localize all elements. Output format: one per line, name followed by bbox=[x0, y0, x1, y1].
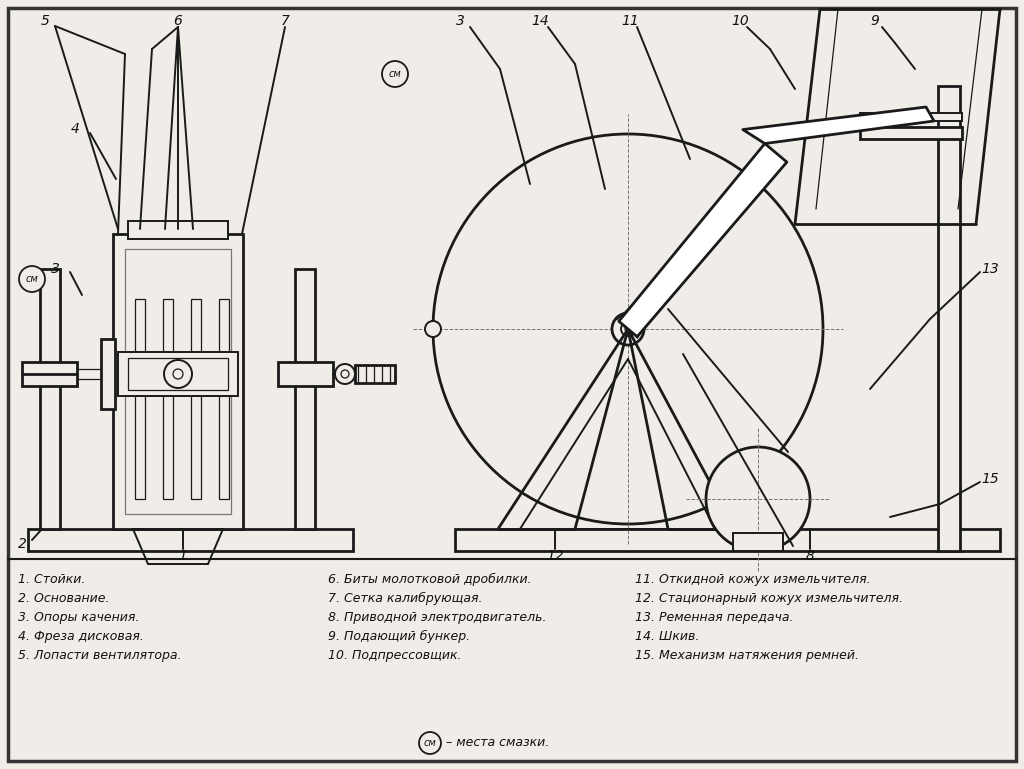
Bar bbox=[219, 299, 229, 499]
Text: 3: 3 bbox=[50, 262, 59, 276]
Circle shape bbox=[335, 364, 355, 384]
Circle shape bbox=[706, 447, 810, 551]
Text: 3: 3 bbox=[456, 14, 465, 28]
Bar bbox=[191, 299, 201, 499]
Bar bbox=[355, 365, 395, 383]
Polygon shape bbox=[618, 144, 786, 337]
Text: 8. Приводной электродвигатель.: 8. Приводной электродвигатель. bbox=[328, 611, 547, 624]
Text: 7: 7 bbox=[281, 14, 290, 28]
Text: 1. Стойки.: 1. Стойки. bbox=[18, 573, 85, 586]
Bar bbox=[128, 221, 228, 239]
Text: 5: 5 bbox=[41, 14, 49, 28]
Text: 5. Лопасти вентилятора.: 5. Лопасти вентилятора. bbox=[18, 649, 181, 662]
Text: 9: 9 bbox=[870, 14, 880, 28]
Bar bbox=[278, 362, 333, 386]
Text: 4. Фреза дисковая.: 4. Фреза дисковая. bbox=[18, 630, 144, 643]
Text: 3. Опоры качения.: 3. Опоры качения. bbox=[18, 611, 139, 624]
Circle shape bbox=[625, 326, 631, 332]
Bar bbox=[455, 529, 1000, 551]
Text: 15: 15 bbox=[981, 472, 998, 486]
Text: см: см bbox=[424, 738, 436, 748]
Circle shape bbox=[621, 322, 635, 336]
Circle shape bbox=[433, 134, 823, 524]
Bar bbox=[118, 352, 238, 396]
Bar bbox=[860, 127, 962, 139]
Bar bbox=[295, 269, 315, 529]
Circle shape bbox=[173, 369, 183, 379]
Text: 10: 10 bbox=[731, 14, 749, 28]
Text: 4: 4 bbox=[71, 122, 80, 136]
Text: 14: 14 bbox=[531, 14, 549, 28]
Polygon shape bbox=[742, 107, 934, 144]
Text: 6: 6 bbox=[173, 14, 182, 28]
Text: – места смазки.: – места смазки. bbox=[442, 737, 549, 750]
Text: 7. Сетка калибрующая.: 7. Сетка калибрующая. bbox=[328, 592, 482, 605]
Circle shape bbox=[612, 313, 644, 345]
Bar bbox=[733, 533, 783, 551]
Text: 8: 8 bbox=[806, 549, 814, 563]
Bar bbox=[860, 113, 962, 121]
Text: 13. Ременная передача.: 13. Ременная передача. bbox=[635, 611, 794, 624]
Text: 12. Стационарный кожух измельчителя.: 12. Стационарный кожух измельчителя. bbox=[635, 592, 903, 605]
Bar bbox=[125, 249, 231, 514]
Circle shape bbox=[382, 61, 408, 87]
Circle shape bbox=[19, 266, 45, 292]
Text: 2. Основание.: 2. Основание. bbox=[18, 592, 110, 605]
Text: см: см bbox=[26, 274, 38, 284]
Circle shape bbox=[419, 732, 441, 754]
Text: 9. Подающий бункер.: 9. Подающий бункер. bbox=[328, 630, 470, 643]
Bar bbox=[101, 339, 115, 409]
Bar bbox=[163, 299, 173, 499]
Text: 10. Подпрессовщик.: 10. Подпрессовщик. bbox=[328, 649, 462, 662]
Text: 2: 2 bbox=[17, 537, 27, 551]
Text: 11: 11 bbox=[622, 14, 639, 28]
Text: 13: 13 bbox=[981, 262, 998, 276]
Text: 1: 1 bbox=[178, 549, 187, 563]
Text: см: см bbox=[389, 69, 401, 79]
Circle shape bbox=[341, 370, 349, 378]
Text: 11. Откидной кожух измельчителя.: 11. Откидной кожух измельчителя. bbox=[635, 573, 870, 586]
Bar bbox=[135, 299, 145, 499]
Bar bbox=[938, 86, 961, 551]
Text: 15. Механизм натяжения ремней.: 15. Механизм натяжения ремней. bbox=[635, 649, 859, 662]
Bar bbox=[113, 234, 243, 529]
Circle shape bbox=[164, 360, 193, 388]
Text: 6. Биты молотковой дробилки.: 6. Биты молотковой дробилки. bbox=[328, 573, 531, 586]
Bar bbox=[22, 362, 77, 386]
Bar bbox=[40, 269, 60, 529]
Text: 12: 12 bbox=[546, 549, 564, 563]
Bar bbox=[28, 529, 353, 551]
Circle shape bbox=[425, 321, 441, 337]
Bar bbox=[128, 358, 228, 390]
Text: 14. Шкив.: 14. Шкив. bbox=[635, 630, 699, 643]
